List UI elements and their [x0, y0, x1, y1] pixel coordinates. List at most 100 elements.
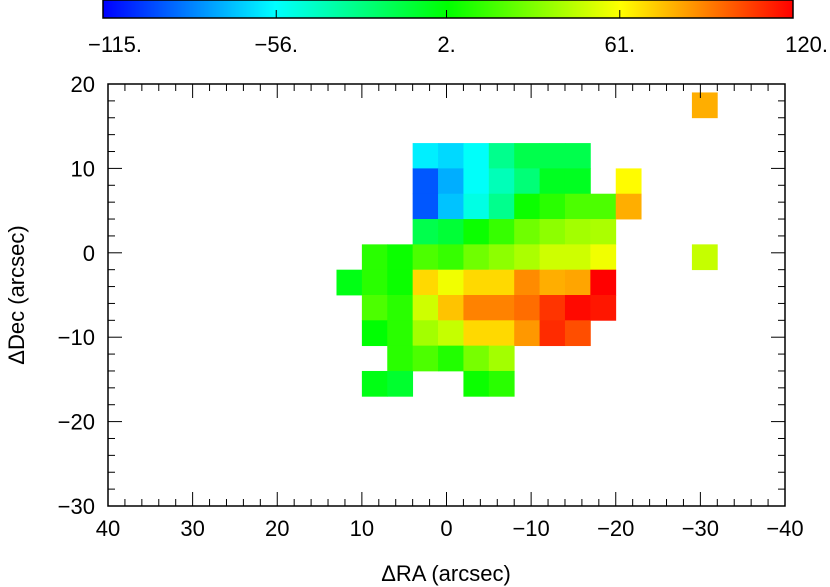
heatmap-cell	[514, 295, 540, 321]
heatmap-cell	[590, 219, 617, 245]
colorbar-tick-label: −56.	[255, 32, 298, 57]
heatmap-cell	[463, 193, 490, 220]
x-tick-label: 30	[180, 516, 204, 541]
heatmap-cell	[463, 168, 490, 195]
heatmap-cell	[412, 295, 439, 321]
heatmap-cell	[463, 345, 490, 372]
y-axis-tick-labels: 20 10 0 −10 −20 −30	[58, 72, 95, 519]
x-tick-label: −30	[682, 516, 719, 541]
heatmap-cell	[615, 168, 642, 195]
heatmap-cell	[539, 219, 566, 245]
heatmap-cell	[590, 193, 617, 220]
heatmap-cell	[539, 320, 566, 347]
heatmap-cell	[488, 320, 515, 347]
heatmap-cell	[539, 244, 566, 271]
x-axis-tick-labels: 40 30 20 10 0 −10 −20 −30 −40	[96, 516, 804, 541]
x-axis-ticks	[107, 84, 786, 506]
heatmap-cell	[615, 193, 642, 220]
heatmap-cell	[590, 244, 617, 271]
heatmap-cell	[438, 219, 464, 245]
heatmap-cell	[691, 244, 718, 271]
heatmap-cell	[361, 244, 388, 271]
heatmap-cell	[564, 219, 591, 245]
heatmap-cell	[438, 269, 464, 296]
heatmap-cell	[412, 244, 439, 271]
heatmap-cell	[361, 320, 388, 347]
heatmap-cell	[412, 143, 439, 169]
colorbar-ticks	[102, 10, 794, 18]
x-tick-label: 20	[265, 516, 289, 541]
heatmap-cell	[488, 370, 515, 397]
heatmap-cell	[514, 320, 540, 347]
heatmap-cell	[438, 320, 464, 347]
heatmap-cell	[463, 295, 490, 321]
heatmap-cell	[488, 219, 515, 245]
heatmap-cell	[387, 295, 414, 321]
x-tick-label: −10	[512, 516, 549, 541]
heatmap-cell	[387, 370, 414, 397]
heatmap-cell	[438, 345, 464, 372]
heatmap-cell	[463, 219, 490, 245]
heatmap-cell	[514, 168, 540, 195]
heatmap-cell	[514, 269, 540, 296]
x-tick-label: 0	[440, 516, 452, 541]
heatmap-cell	[539, 193, 566, 220]
heatmap-cell	[564, 269, 591, 296]
heatmap-cell	[438, 143, 464, 169]
heatmap-cell	[412, 320, 439, 347]
y-tick-label: 0	[83, 241, 95, 266]
y-axis-ticks	[108, 83, 785, 507]
heatmap-cell	[463, 244, 490, 271]
heatmap-cell	[412, 193, 439, 220]
x-tick-label: 40	[96, 516, 120, 541]
y-tick-label: −30	[58, 494, 95, 519]
heatmap-cell	[514, 244, 540, 271]
heatmap-cell	[514, 193, 540, 220]
colorbar-tick-label: 2.	[437, 32, 455, 57]
colorbar-tick-label: 120.	[785, 32, 828, 57]
heatmap-cell	[564, 295, 591, 321]
heatmap-cell	[387, 345, 414, 372]
heatmap-cell	[438, 168, 464, 195]
heatmap-cell	[361, 295, 388, 321]
heatmap-cell	[488, 295, 515, 321]
heatmap-cell	[488, 244, 515, 271]
heatmap-cell	[539, 295, 566, 321]
heatmap-cell	[539, 168, 566, 195]
heatmap-cell	[412, 168, 439, 195]
heatmap-cell	[564, 244, 591, 271]
heatmap-cell	[412, 219, 439, 245]
heatmap-cell	[590, 269, 617, 296]
colorbar: −115. −56. 2. 61. 120.	[88, 0, 828, 57]
heatmap-cell	[361, 269, 388, 296]
heatmap-cell	[488, 269, 515, 296]
heatmap-cell	[412, 345, 439, 372]
x-tick-label: 10	[350, 516, 374, 541]
heatmap-cell	[488, 345, 515, 372]
heatmap-cell	[514, 143, 540, 169]
colorbar-tick-label: −115.	[88, 32, 142, 57]
heatmap-cell	[514, 219, 540, 245]
heatmap-cell	[691, 92, 718, 119]
heatmap-cell	[463, 143, 490, 169]
heatmap-cell	[564, 168, 591, 195]
heatmap-cell	[488, 143, 515, 169]
x-axis-title: ΔRA (arcsec)	[381, 561, 511, 586]
y-tick-label: 10	[71, 156, 95, 181]
heatmap-cell	[488, 193, 515, 220]
heatmap-cell	[387, 320, 414, 347]
heatmap-cell	[438, 295, 464, 321]
heatmap-cell	[463, 320, 490, 347]
heatmap-cell	[361, 370, 388, 397]
y-tick-label: −20	[58, 410, 95, 435]
heatmap-cell	[463, 269, 490, 296]
heatmap-cell	[438, 244, 464, 271]
heatmap-cell	[463, 370, 490, 397]
heatmap-cell	[336, 269, 363, 296]
heatmap-cell	[564, 143, 591, 169]
heatmap-cell	[412, 269, 439, 296]
heatmap-cell	[438, 193, 464, 220]
heatmap-cell	[564, 320, 591, 347]
colorbar-tick-label: 61.	[604, 32, 635, 57]
